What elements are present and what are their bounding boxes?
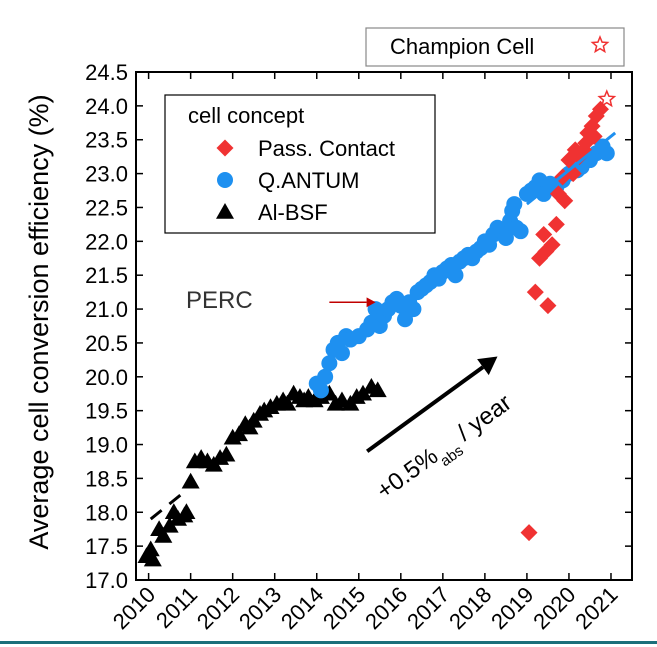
al-bsf-trend-line <box>149 490 186 521</box>
data-point <box>585 127 603 145</box>
champion-star-legend-icon <box>590 35 610 54</box>
rate-annotation: +0.5%abs / year <box>366 356 521 510</box>
data-point <box>405 301 422 318</box>
data-point <box>598 145 615 162</box>
rate-label: +0.5%abs / year <box>372 389 521 510</box>
y-tick-label: 20.5 <box>85 331 128 356</box>
x-tick-label: 2014 <box>276 582 328 634</box>
y-tick-label: 22.0 <box>85 229 128 254</box>
arrow-head <box>477 356 498 376</box>
data-point <box>368 381 387 398</box>
data-point <box>520 524 538 542</box>
y-tick-label: 21.5 <box>85 263 128 288</box>
series-al-bsf <box>137 377 387 567</box>
x-tick-label: 2018 <box>444 582 496 634</box>
data-point <box>447 267 464 284</box>
x-tick-label: 2012 <box>192 582 244 634</box>
data-point <box>526 283 544 301</box>
x-tick-label: 2020 <box>528 582 580 634</box>
data-point <box>506 196 523 213</box>
data-point <box>181 472 200 489</box>
data-point <box>321 355 338 372</box>
legend-label: Al-BSF <box>258 200 328 225</box>
y-tick-label: 17.0 <box>85 568 128 593</box>
data-point <box>141 540 160 557</box>
data-point <box>229 425 248 442</box>
y-tick-label: 23.5 <box>85 128 128 153</box>
legend-title: cell concept <box>188 103 304 128</box>
arrow-shaft <box>366 365 485 453</box>
perc-label: PERC <box>186 287 253 314</box>
arrow-head <box>366 297 376 308</box>
y-axis-title: Average cell conversion efficiency (%) <box>24 94 54 549</box>
y-axis: 17.0 17.5 18.0 18.5 19.0 19.5 20.0 20.5 21.0 21.5… <box>85 60 632 593</box>
legend-marker-triangle <box>216 203 234 219</box>
y-tick-label: 24.5 <box>85 60 128 85</box>
data-point <box>143 550 162 567</box>
y-tick-label: 19.0 <box>85 433 128 458</box>
y-tick-label: 18.5 <box>85 466 128 491</box>
x-tick-label: 2021 <box>570 582 622 634</box>
data-point <box>547 215 565 233</box>
legend-marker-circle <box>217 172 233 188</box>
champion-legend-label: Champion Cell <box>390 34 534 59</box>
data-point <box>535 226 553 244</box>
data-point <box>160 516 179 533</box>
qantum-trend-line <box>525 131 617 206</box>
data-point <box>177 503 196 520</box>
series-pass-contact <box>520 100 609 542</box>
perc-arrow-icon <box>329 297 376 308</box>
bottom-divider <box>0 641 657 644</box>
x-tick-label: 2017 <box>402 582 454 634</box>
data-point <box>543 236 561 254</box>
y-tick-label: 19.5 <box>85 399 128 424</box>
legend-label: Pass. Contact <box>258 136 395 161</box>
legend-label: Q.ANTUM <box>258 168 359 193</box>
data-point <box>556 192 574 210</box>
y-tick-label: 20.0 <box>85 365 128 390</box>
champion-star-marker <box>590 35 610 54</box>
data-point <box>333 345 350 362</box>
x-tick-label: 2016 <box>360 582 412 634</box>
x-tick-label: 2019 <box>486 582 538 634</box>
data-point <box>512 223 529 240</box>
data-point <box>312 382 329 399</box>
y-tick-label: 18.0 <box>85 500 128 525</box>
data-point <box>217 445 236 462</box>
y-tick-label: 17.5 <box>85 534 128 559</box>
data-point <box>278 394 297 411</box>
plot-frame <box>135 71 633 581</box>
y-tick-label: 21.0 <box>85 297 128 322</box>
data-point <box>154 526 173 543</box>
data-point <box>497 229 514 246</box>
champion-star-icon <box>597 89 617 108</box>
champion-legend: Champion Cell <box>365 27 625 67</box>
y-tick-label: 24.0 <box>85 94 128 119</box>
data-point <box>353 384 372 401</box>
plot-area <box>135 71 633 581</box>
data-point <box>591 100 609 118</box>
perc-annotation: PERC <box>186 287 376 314</box>
x-tick-label: 2015 <box>318 582 370 634</box>
x-tick-label: 2013 <box>234 582 286 634</box>
y-tick-label: 23.0 <box>85 162 128 187</box>
data-point <box>317 368 334 385</box>
series-legend: cell concept Pass. Contact Q.ANTUM Al-BSF <box>164 94 436 234</box>
y-tick-label: 22.5 <box>85 195 128 220</box>
rate-arrow-icon <box>366 356 498 453</box>
legend-marker-diamond <box>216 139 234 157</box>
x-tick-label: 2011 <box>151 582 202 633</box>
data-point <box>539 297 557 315</box>
